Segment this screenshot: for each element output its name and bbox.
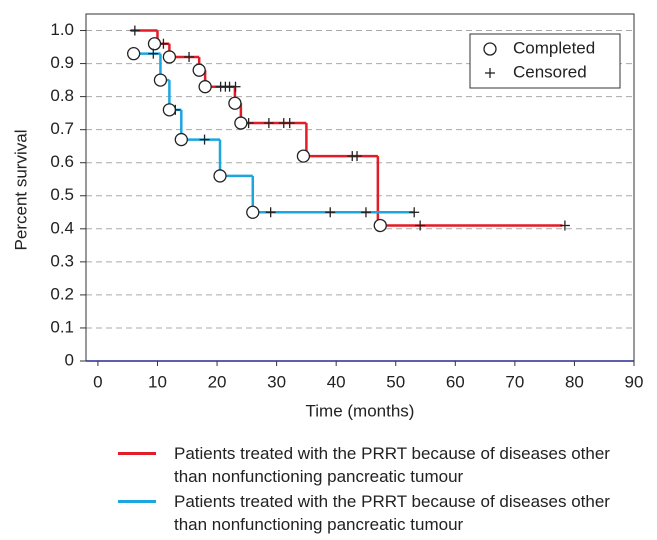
y-tick-label: 0.2 — [50, 284, 74, 303]
x-tick-label: 70 — [505, 372, 524, 391]
completed-marker — [246, 205, 260, 219]
completed-marker — [198, 80, 212, 94]
censored-marker — [199, 134, 210, 145]
marker-legend-box — [469, 33, 621, 89]
x-tick-label: 60 — [446, 372, 465, 391]
legend-swatch — [118, 452, 156, 455]
censored-marker — [415, 220, 426, 231]
x-tick-label: 80 — [565, 372, 584, 391]
legend-completed-symbol — [483, 42, 497, 56]
censored-marker — [409, 207, 420, 218]
completed-marker — [234, 116, 248, 130]
legend-censored-symbol — [485, 68, 495, 78]
legend: Patients treated with the PRRT because o… — [118, 442, 648, 538]
censored-marker — [265, 207, 276, 218]
censored-marker — [129, 25, 140, 36]
y-tick-label: 0.7 — [50, 119, 74, 138]
censored-marker — [352, 151, 363, 162]
legend-label: Patients treated with the PRRT because o… — [174, 444, 610, 486]
completed-marker — [147, 37, 162, 51]
legend-completed-label: Completed — [513, 38, 595, 57]
y-tick-label: 0.1 — [50, 317, 74, 336]
y-tick-label: 0.9 — [50, 53, 74, 72]
x-tick-label: 0 — [93, 372, 102, 391]
completed-marker — [373, 218, 387, 233]
censored-marker — [284, 118, 295, 129]
y-axis-label: Percent survival — [11, 130, 30, 251]
y-tick-label: 0.5 — [50, 185, 74, 204]
censored-marker — [148, 48, 159, 59]
y-tick-label: 1.0 — [50, 20, 74, 39]
x-axis-label: Time (months) — [306, 401, 415, 420]
censored-marker — [559, 220, 570, 231]
x-tick-label: 30 — [267, 372, 286, 391]
legend-censored-label: Censored — [513, 62, 587, 81]
censored-marker — [360, 207, 371, 218]
y-tick-label: 0.6 — [50, 152, 74, 171]
completed-marker — [153, 73, 168, 87]
legend-swatch — [118, 500, 156, 503]
y-tick-label: 0.3 — [50, 251, 74, 270]
completed-marker — [162, 103, 177, 117]
y-tick-label: 0 — [65, 350, 74, 369]
x-tick-label: 50 — [386, 372, 405, 391]
completed-marker — [127, 47, 141, 61]
completed-marker — [192, 63, 206, 77]
completed-marker — [213, 169, 227, 183]
completed-marker — [162, 50, 177, 64]
completed-marker — [296, 149, 311, 163]
y-tick-label: 0.8 — [50, 86, 74, 105]
censored-marker — [263, 118, 274, 129]
y-tick-label: 0.4 — [50, 218, 74, 237]
chart: Percent survival Time (months) 0 0.1 0.2 0.… — [11, 13, 644, 420]
censored-marker — [184, 51, 195, 62]
x-tick-label: 10 — [148, 372, 167, 391]
completed-marker — [228, 96, 242, 110]
legend-item: Patients treated with the PRRT because o… — [118, 490, 648, 536]
x-tick-label: 40 — [327, 372, 346, 391]
censored-marker — [325, 207, 336, 218]
x-tick-label: 20 — [208, 372, 227, 391]
x-tick-label: 90 — [625, 372, 644, 391]
legend-item: Patients treated with the PRRT because o… — [118, 442, 648, 488]
legend-label: Patients treated with the PRRT because o… — [174, 492, 610, 534]
completed-marker — [174, 132, 188, 147]
censored-marker — [230, 81, 241, 92]
